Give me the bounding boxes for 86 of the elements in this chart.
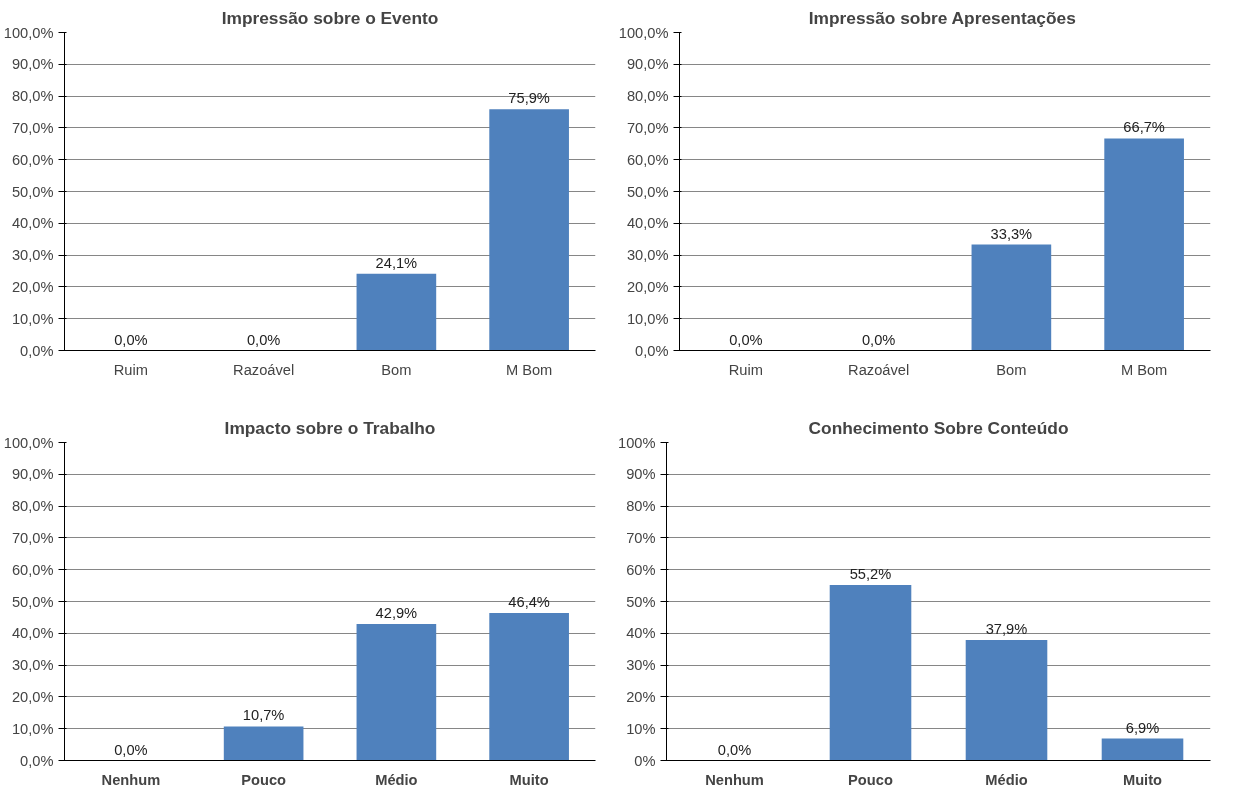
data-label: 37,9% (985, 620, 1028, 637)
y-tick-label: 10,0% (11, 310, 54, 327)
y-tick-label: 0,0% (20, 342, 54, 359)
y-tick-label: 100,0% (618, 24, 669, 41)
y-tick-label: 0% (634, 752, 656, 769)
y-tick-label: 40% (626, 625, 656, 642)
x-tick-label: Nenhum (705, 771, 764, 788)
y-tick-label: 70% (626, 529, 656, 546)
y-tick-label: 10% (626, 720, 656, 737)
bar (829, 584, 912, 761)
y-tick-label: 20% (626, 688, 656, 705)
y-tick-label: 60,0% (11, 151, 54, 168)
y-tick-label: 20,0% (626, 278, 669, 295)
y-tick-label: 60,0% (11, 561, 54, 578)
y-tick-label: 100% (618, 434, 656, 451)
data-label: 33,3% (990, 225, 1033, 242)
y-tick-label: 60,0% (626, 151, 669, 168)
data-label: 55,2% (849, 565, 892, 582)
y-tick-label: 90,0% (11, 466, 54, 483)
x-tick-label: Muito (509, 771, 549, 788)
x-tick-label: Razoável (848, 361, 910, 378)
data-label: 6,9% (1125, 719, 1160, 736)
chart-title: Impacto sobre o Trabalho (224, 417, 436, 438)
data-label: 0,0% (114, 331, 148, 348)
y-tick-label: 30,0% (626, 247, 669, 264)
x-tick-label: Bom (381, 361, 412, 378)
x-tick-label: Ruim (728, 361, 763, 378)
y-tick-label: 70,0% (11, 119, 54, 136)
chart-title: Conhecimento Sobre Conteúdo (808, 417, 1069, 438)
data-label: 0,0% (717, 741, 752, 758)
bar (965, 639, 1048, 761)
y-tick-label: 10,0% (11, 720, 54, 737)
bar (489, 612, 569, 761)
y-tick-label: 90,0% (11, 56, 54, 73)
y-tick-label: 0,0% (20, 752, 54, 769)
x-tick-label: Médio (375, 771, 418, 788)
y-tick-label: 20,0% (11, 278, 54, 295)
y-tick-label: 10,0% (626, 310, 669, 327)
data-label: 75,9% (508, 90, 550, 107)
x-tick-label: Pouco (241, 771, 287, 788)
y-tick-label: 70,0% (626, 119, 669, 136)
data-label: 0,0% (246, 331, 281, 348)
data-label: 0,0% (861, 331, 896, 348)
bar (223, 726, 304, 761)
x-tick-label: M Bom (505, 361, 553, 378)
data-label: 66,7% (1123, 119, 1165, 136)
y-tick-label: 100,0% (3, 434, 54, 451)
x-tick-label: Razoável (233, 361, 295, 378)
y-tick-label: 60% (626, 561, 656, 578)
y-tick-label: 30,0% (11, 247, 54, 264)
y-tick-label: 40,0% (626, 215, 669, 232)
y-tick-label: 50,0% (626, 183, 669, 200)
y-tick-label: 80% (626, 498, 656, 515)
y-tick-label: 50,0% (11, 593, 54, 610)
y-tick-label: 80,0% (626, 88, 669, 105)
y-tick-label: 100,0% (3, 24, 54, 41)
y-tick-label: 20,0% (11, 688, 54, 705)
y-tick-label: 90% (626, 466, 656, 483)
y-tick-label: 50,0% (11, 183, 54, 200)
bar (1101, 738, 1184, 761)
x-tick-label: Ruim (113, 361, 148, 378)
y-tick-label: 30% (626, 657, 656, 674)
x-tick-label: Médio (985, 771, 1028, 788)
y-tick-label: 70,0% (11, 529, 54, 546)
y-tick-label: 90,0% (626, 56, 669, 73)
bar (356, 624, 437, 761)
data-label: 42,9% (375, 605, 418, 622)
data-label: 0,0% (114, 741, 148, 758)
chart-title: Impressão sobre o Evento (221, 7, 439, 28)
data-label: 0,0% (729, 331, 763, 348)
y-tick-label: 0,0% (635, 342, 669, 359)
y-tick-label: 40,0% (11, 215, 54, 232)
y-tick-label: 80,0% (11, 88, 54, 105)
x-tick-label: Muito (1122, 771, 1163, 788)
chart-title: Impressão sobre Apresentações (808, 7, 1076, 28)
y-tick-label: 40,0% (11, 625, 54, 642)
x-tick-label: M Bom (1120, 361, 1168, 378)
y-tick-label: 50% (626, 593, 656, 610)
x-tick-label: Pouco (848, 771, 893, 788)
data-label: 10,7% (242, 707, 285, 724)
data-label: 24,1% (375, 254, 418, 271)
data-label: 46,4% (508, 593, 550, 610)
y-tick-label: 30,0% (11, 657, 54, 674)
x-tick-label: Nenhum (101, 771, 161, 788)
y-tick-label: 80,0% (11, 498, 54, 515)
x-tick-label: Bom (996, 361, 1027, 378)
